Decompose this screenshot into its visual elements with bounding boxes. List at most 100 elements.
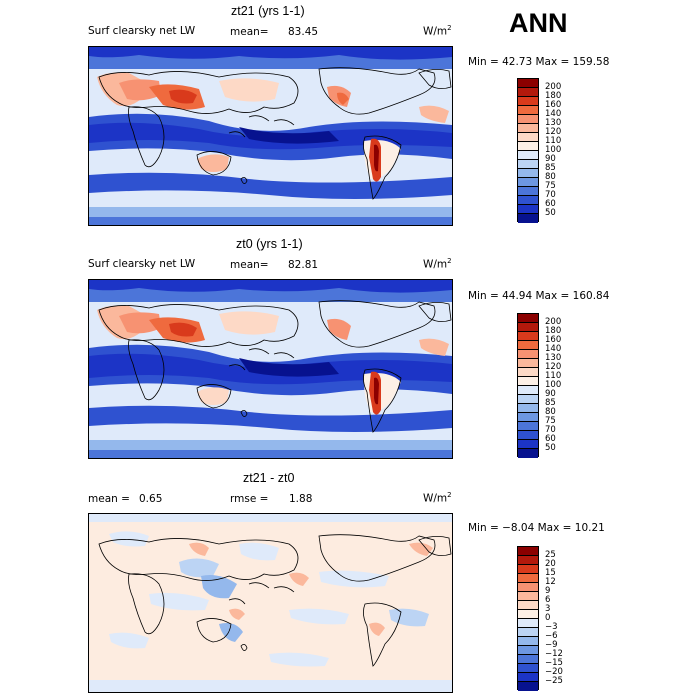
panel-3-title: zt21 - zt0 — [243, 471, 295, 485]
colorbar-tick-label: 75 — [545, 415, 556, 426]
colorbar-tick-label: −12 — [545, 648, 563, 659]
colorbar-tick-label: −15 — [545, 657, 563, 668]
colorbar-swatch — [518, 637, 538, 646]
colorbar-tick-label: 70 — [545, 424, 556, 435]
colorbar-swatch — [518, 404, 538, 413]
colorbar-tick-label: 3 — [545, 603, 551, 614]
colorbar-tick-label: 20 — [545, 558, 556, 569]
panel-1-title: zt21 (yrs 1-1) — [231, 4, 305, 18]
season-label: ANN — [509, 8, 568, 38]
panel-2-colorbar — [517, 313, 539, 458]
colorbar-swatch — [518, 350, 538, 359]
colorbar-tick-label: 130 — [545, 352, 562, 363]
panel-3-colorbar — [517, 546, 539, 691]
colorbar-tick-label: 85 — [545, 397, 556, 408]
colorbar-tick-label: 140 — [545, 108, 562, 119]
panel-2-field-label: Surf clearsky net LW — [88, 258, 196, 270]
panel-2-title: zt0 (yrs 1-1) — [236, 237, 303, 251]
colorbar-swatch — [518, 79, 538, 88]
colorbar-swatch — [518, 124, 538, 133]
colorbar-swatch — [518, 205, 538, 214]
colorbar-swatch — [518, 386, 538, 395]
colorbar-swatch — [518, 314, 538, 323]
panel-1-map — [88, 46, 453, 226]
colorbar-swatch — [518, 133, 538, 142]
colorbar-swatch — [518, 422, 538, 431]
colorbar-swatch — [518, 628, 538, 637]
colorbar-tick-label: 60 — [545, 198, 556, 209]
colorbar-swatch — [518, 682, 538, 691]
colorbar-tick-label: 200 — [545, 81, 562, 92]
colorbar-swatch — [518, 440, 538, 449]
colorbar-tick-label: 6 — [545, 594, 551, 605]
colorbar-tick-label: 85 — [545, 162, 556, 173]
colorbar-swatch — [518, 655, 538, 664]
colorbar-tick-label: 200 — [545, 316, 562, 327]
colorbar-tick-label: −3 — [545, 621, 558, 632]
panel-1-field-label: Surf clearsky net LW — [88, 25, 196, 37]
colorbar-swatch — [518, 556, 538, 565]
colorbar-tick-label: 90 — [545, 153, 556, 164]
colorbar-tick-label: 60 — [545, 433, 556, 444]
colorbar-swatch — [518, 619, 538, 628]
colorbar-tick-label: 110 — [545, 135, 562, 146]
colorbar-swatch — [518, 377, 538, 386]
panel-1-minmax: Min = 42.73 Max = 159.58 — [468, 56, 610, 68]
colorbar-swatch — [518, 610, 538, 619]
panel-3-rmse-value: 1.88 — [289, 493, 313, 505]
colorbar-swatch — [518, 106, 538, 115]
panel-1-mean-value: 83.45 — [288, 26, 319, 38]
colorbar-swatch — [518, 214, 538, 223]
colorbar-tick-label: 110 — [545, 370, 562, 381]
colorbar-swatch — [518, 646, 538, 655]
panel-2-mean-label: mean= — [230, 259, 269, 271]
colorbar-tick-label: 0 — [545, 612, 551, 623]
panel-1-mean-label: mean= — [230, 26, 269, 38]
colorbar-tick-label: 9 — [545, 585, 551, 596]
colorbar-swatch — [518, 359, 538, 368]
panel-3-map — [88, 513, 453, 693]
colorbar-swatch — [518, 115, 538, 124]
colorbar-swatch — [518, 97, 538, 106]
colorbar-swatch — [518, 178, 538, 187]
colorbar-swatch — [518, 574, 538, 583]
panel-1-units: W/m2 — [423, 24, 452, 38]
colorbar-swatch — [518, 341, 538, 350]
colorbar-swatch — [518, 395, 538, 404]
colorbar-tick-label: 80 — [545, 406, 556, 417]
colorbar-swatch — [518, 565, 538, 574]
panel-3-mean-value: 0.65 — [139, 493, 163, 505]
colorbar-swatch — [518, 160, 538, 169]
colorbar-tick-label: 120 — [545, 361, 562, 372]
colorbar-tick-label: 160 — [545, 99, 562, 110]
panel-1-colorbar — [517, 78, 539, 223]
colorbar-tick-label: 25 — [545, 549, 556, 560]
panel-1-map-field — [89, 47, 452, 225]
colorbar-swatch — [518, 88, 538, 97]
colorbar-swatch — [518, 151, 538, 160]
colorbar-tick-label: 15 — [545, 567, 556, 578]
colorbar-swatch — [518, 323, 538, 332]
colorbar-tick-label: 90 — [545, 388, 556, 399]
colorbar-swatch — [518, 332, 538, 341]
panel-3-map-field — [89, 514, 452, 692]
panel-2-units: W/m2 — [423, 257, 452, 271]
colorbar-swatch — [518, 368, 538, 377]
panel-3-mean-label: mean = — [88, 493, 130, 505]
panel-3-units: W/m2 — [423, 491, 452, 505]
colorbar-swatch — [518, 673, 538, 682]
colorbar-tick-label: 80 — [545, 171, 556, 182]
colorbar-tick-label: −25 — [545, 675, 563, 686]
colorbar-tick-label: 180 — [545, 325, 562, 336]
colorbar-swatch — [518, 547, 538, 556]
colorbar-tick-label: 120 — [545, 126, 562, 137]
colorbar-swatch — [518, 431, 538, 440]
colorbar-tick-label: 100 — [545, 379, 562, 390]
panel-3-rmse-label: rmse = — [230, 493, 269, 505]
panel-2-map-field — [89, 280, 452, 458]
colorbar-tick-label: 140 — [545, 343, 562, 354]
panel-3-minmax: Min = −8.04 Max = 10.21 — [468, 522, 605, 534]
colorbar-swatch — [518, 142, 538, 151]
panel-2-minmax: Min = 44.94 Max = 160.84 — [468, 290, 610, 302]
colorbar-tick-label: 100 — [545, 144, 562, 155]
